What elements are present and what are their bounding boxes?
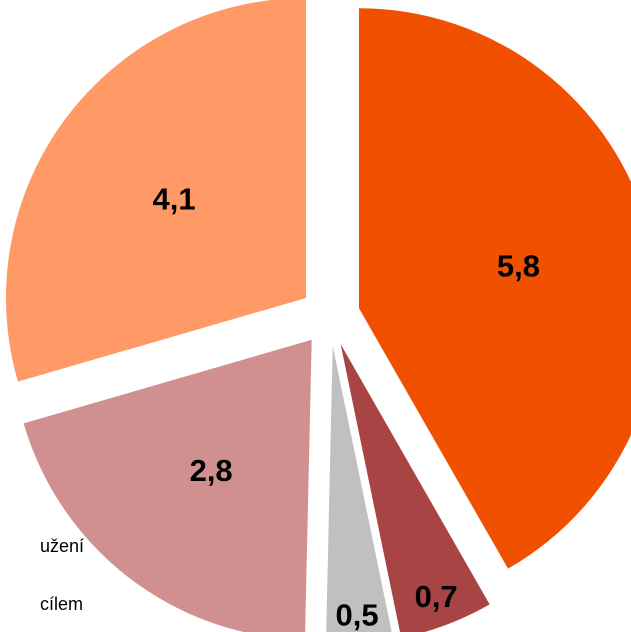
legend-fragment-2: cílem <box>40 594 84 614</box>
pie-slice-4 <box>23 339 312 632</box>
pie-slice-5 <box>6 0 307 382</box>
pie-slice-3 <box>326 345 392 632</box>
pie-slice-label-4: 2,8 <box>190 453 233 488</box>
pie-slice-label-5: 4,1 <box>153 181 196 216</box>
legend-fragment-1: užení <box>40 536 85 556</box>
pie-slice-2 <box>340 344 490 632</box>
pie-slice-1 <box>358 8 631 569</box>
pie-labels: 5,8 0,7 0,5 2,8 4,1 <box>153 181 540 632</box>
pie-slice-label-3: 0,5 <box>336 597 379 632</box>
pie-slice-label-2: 0,7 <box>415 579 458 614</box>
pie-slice-label-1: 5,8 <box>497 248 540 283</box>
pie-slices <box>6 0 631 632</box>
